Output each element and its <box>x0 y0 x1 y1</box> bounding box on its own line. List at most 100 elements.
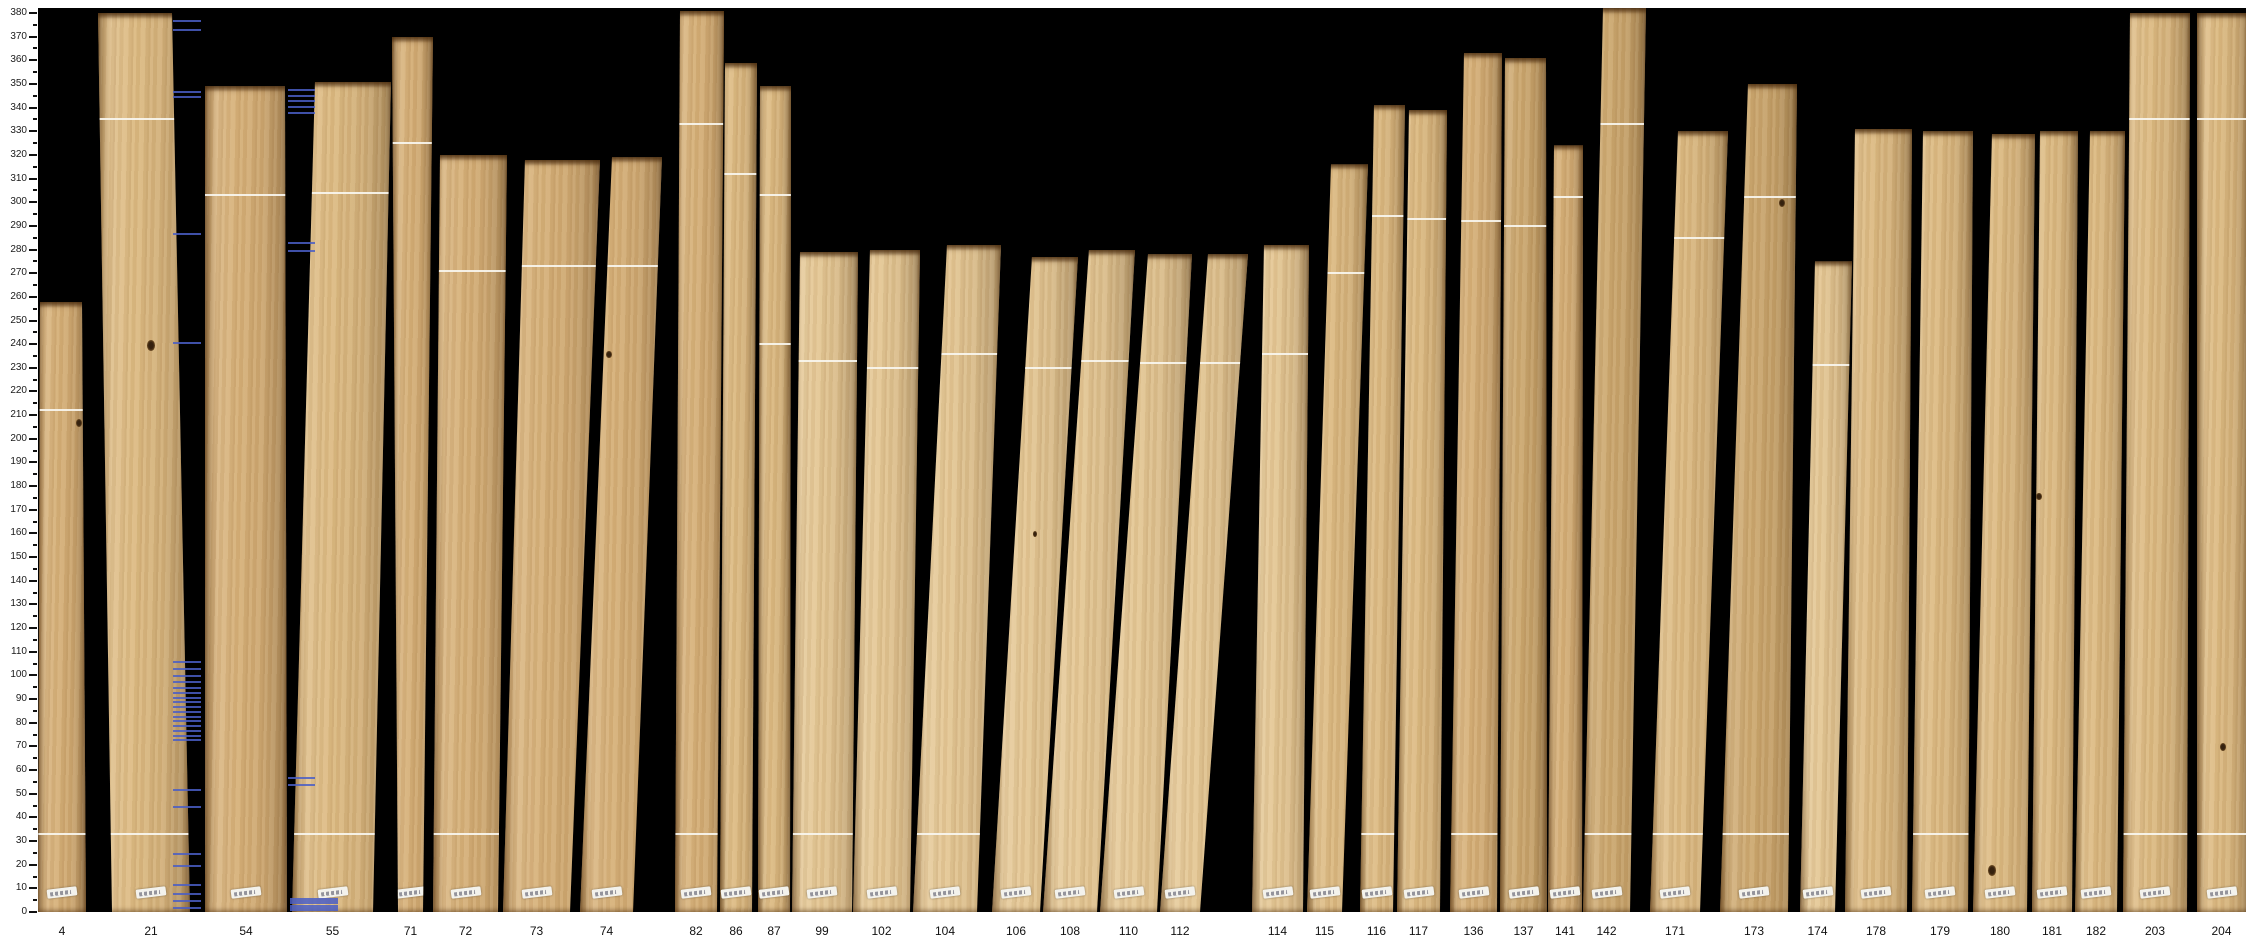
x-sample-label: 179 <box>1929 924 1951 938</box>
y-tick-label: 360 <box>10 54 27 66</box>
scan-artifact-line <box>173 661 201 664</box>
sticker-text <box>2039 889 2062 897</box>
y-tick-label: 240 <box>10 338 27 350</box>
scan-artifact-line <box>290 908 338 912</box>
y-major-tick <box>29 414 37 417</box>
y-tick-label: 60 <box>15 764 27 776</box>
sample-sticker <box>1659 886 1691 899</box>
sticker-text <box>1987 889 2010 897</box>
tape-mark-line <box>205 194 287 197</box>
scan-artifact-line <box>288 242 315 245</box>
tape-mark-line <box>758 343 791 346</box>
plank-top-shade <box>2075 131 2125 138</box>
plank-top-shade <box>1548 145 1583 152</box>
scan-artifact-line <box>173 687 201 690</box>
sticker-text <box>1057 889 1080 897</box>
sample-sticker <box>46 886 78 899</box>
y-minor-tick <box>33 331 37 334</box>
y-major-tick <box>29 437 37 440</box>
scan-artifact-line <box>173 734 201 737</box>
sample-sticker <box>1802 886 1833 899</box>
sample-sticker <box>1984 886 2016 899</box>
wood-knot <box>2035 492 2042 501</box>
y-minor-tick <box>33 47 37 50</box>
sample-sticker <box>2080 886 2112 899</box>
tape-mark-line <box>433 269 507 272</box>
wood-plank-21 <box>98 12 190 912</box>
tape-mark-line <box>392 142 433 145</box>
y-tick-label: 190 <box>10 456 27 468</box>
y-minor-tick <box>33 733 37 736</box>
y-tick-label: 40 <box>15 811 27 823</box>
plank-top-shade <box>853 249 920 256</box>
y-major-tick <box>29 698 37 701</box>
tape-mark-line <box>1500 224 1547 227</box>
y-minor-tick <box>33 94 37 97</box>
sample-sticker <box>2206 886 2237 899</box>
y-major-tick <box>29 59 37 62</box>
tape-mark-line <box>992 366 1078 369</box>
x-sample-label: 86 <box>729 924 743 938</box>
y-major-tick <box>29 579 37 582</box>
y-tick-label: 210 <box>10 409 27 421</box>
sticker-text <box>1552 889 1575 896</box>
tape-mark-line <box>1397 217 1447 220</box>
y-major-tick <box>29 130 37 133</box>
sample-sticker <box>1164 886 1196 899</box>
plank-top-shade <box>1500 57 1547 64</box>
y-minor-tick <box>33 851 37 854</box>
x-sample-label: 74 <box>599 924 614 938</box>
wood-plank-72 <box>433 154 507 912</box>
x-sample-label: 180 <box>1989 924 2011 938</box>
plank-top-shade <box>98 12 190 19</box>
y-major-tick <box>29 390 37 393</box>
sticker-text <box>594 889 616 896</box>
sticker-text <box>1461 889 1483 897</box>
scan-artifact-line <box>173 668 201 671</box>
y-minor-tick <box>33 189 37 192</box>
tape-mark-line <box>1450 832 1502 835</box>
plank-top-shade <box>1650 131 1728 138</box>
scan-artifact-line <box>288 784 315 787</box>
sample-sticker <box>680 886 712 899</box>
sample-sticker <box>1860 886 1892 899</box>
wood-plank-178 <box>1845 128 1912 912</box>
y-minor-tick <box>33 402 37 405</box>
tape-mark-line <box>292 191 391 194</box>
scan-artifact-line <box>288 94 315 97</box>
wood-plank-54 <box>205 86 287 912</box>
plank-top-shade <box>792 251 858 258</box>
y-minor-tick <box>33 899 37 902</box>
tape-mark-line <box>792 832 858 835</box>
plank-top-shade <box>1307 164 1368 171</box>
y-minor-tick <box>33 757 37 760</box>
tape-mark-line <box>98 832 190 835</box>
scan-artifact-line <box>288 106 315 109</box>
tape-mark-line <box>1548 196 1583 199</box>
sample-sticker <box>230 886 262 899</box>
sample-sticker <box>1508 886 1539 899</box>
y-minor-tick <box>33 567 37 570</box>
sticker-text <box>1167 889 1190 897</box>
plank-top-shade <box>580 157 662 164</box>
sticker-text <box>683 889 706 897</box>
y-minor-tick <box>33 213 37 216</box>
y-tick-label: 170 <box>10 503 27 515</box>
scan-artifact-line <box>173 701 201 704</box>
sample-sticker <box>1054 886 1086 899</box>
y-tick-label: 310 <box>10 172 27 184</box>
tape-mark-line <box>1450 220 1502 223</box>
tape-mark-line <box>913 832 1001 835</box>
plank-top-shade <box>1360 105 1405 112</box>
scan-artifact-line <box>173 852 201 855</box>
y-minor-tick <box>33 638 37 641</box>
tape-mark-line <box>2123 118 2190 121</box>
y-major-tick <box>29 366 37 369</box>
y-major-tick <box>29 745 37 748</box>
tape-mark-line <box>1720 196 1797 199</box>
x-sample-label: 136 <box>1463 924 1484 938</box>
y-major-tick <box>29 248 37 251</box>
scan-artifact-line <box>173 883 201 886</box>
y-tick-label: 350 <box>10 77 27 89</box>
sample-sticker <box>1924 886 1956 899</box>
